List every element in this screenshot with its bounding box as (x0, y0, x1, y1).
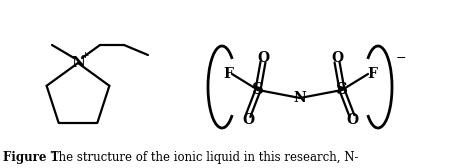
Text: O: O (242, 113, 254, 127)
Text: S: S (252, 81, 264, 98)
Text: F: F (367, 67, 377, 81)
Text: O: O (331, 51, 343, 65)
Text: O: O (346, 113, 358, 127)
Text: The structure of the ionic liquid in this research, N-: The structure of the ionic liquid in thi… (47, 152, 358, 164)
Text: Figure 1: Figure 1 (3, 152, 59, 164)
Text: N: N (71, 56, 85, 70)
Text: +: + (81, 51, 90, 59)
Text: S: S (336, 81, 348, 98)
Text: N: N (293, 91, 306, 105)
Text: F: F (223, 67, 233, 81)
Text: −: − (396, 52, 407, 65)
Text: O: O (257, 51, 269, 65)
